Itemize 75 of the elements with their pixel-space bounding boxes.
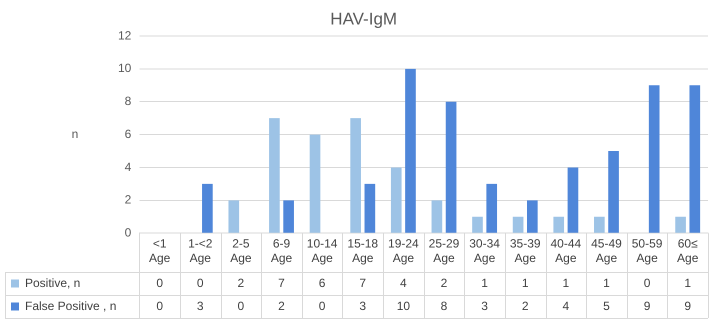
bar [568,167,578,233]
legend-label: False Positive , n [25,298,116,313]
bar [675,216,686,233]
data-label: 0 [196,276,204,290]
data-label: 3 [481,298,488,313]
x-tick-label: 25-29 Age [428,236,460,266]
bar [512,216,524,233]
data-label: 2 [440,276,448,290]
data-label: 5 [603,298,610,313]
data-label: 1 [522,276,529,290]
bar [486,184,498,233]
bar [405,68,416,233]
data-label: 9 [644,298,651,313]
bar [446,102,456,233]
bar [526,200,538,233]
data-label: 0 [156,298,164,313]
data-label: 1 [603,276,610,290]
y-tick-label: 8 [124,94,132,108]
data-label: 3 [359,298,366,313]
bar [553,216,564,233]
bar [283,200,294,233]
x-tick-label: 15-18 Age [347,236,378,266]
x-tick-label: 6-9 Age [270,236,293,266]
y-tick-label: 10 [118,61,132,76]
y-tick-label: 4 [124,160,132,174]
bar [202,184,213,233]
data-label: 1 [481,276,488,290]
data-label: 8 [440,298,448,313]
bar [689,85,700,233]
data-label: 9 [684,298,692,313]
y-tick-label: 12 [118,28,132,42]
data-label: 0 [318,298,326,313]
data-label: 0 [238,298,245,313]
y-tick-label: 6 [124,126,132,141]
data-label: 2 [522,298,529,313]
bar [228,200,240,233]
y-tick-label: 2 [124,192,132,207]
x-tick-label: 35-39 Age [510,236,541,266]
x-tick-label: 10-14 Age [306,236,338,266]
bar [594,216,605,233]
bar [350,118,361,233]
x-tick-label: 60≤ Age [677,236,699,266]
data-label: 1 [562,276,570,290]
legend-label: Positive, n [25,276,80,290]
data-label: 2 [238,276,245,290]
x-tick-label: <1 Age [148,236,171,266]
data-label: 0 [644,276,651,290]
data-label: 1 [684,276,692,290]
data-label: 4 [400,276,408,290]
y-axis-title: n [72,126,78,141]
x-tick-label: 30-34 Age [469,236,500,266]
data-label: 2 [278,298,286,313]
bar [390,167,402,233]
x-tick-label: 19-24 Age [388,236,420,266]
y-tick-label: 0 [124,226,132,240]
bar [648,85,660,233]
bar [364,184,376,233]
data-label: 6 [318,276,326,290]
x-tick-label: 40-44 Age [550,236,582,266]
data-label: 10 [396,298,410,313]
data-label: 0 [156,276,164,290]
chart-title: HAV-IgM [330,10,398,29]
x-tick-label: 2-5 Age [230,236,252,266]
x-tick-label: 1-<2 Age [188,236,213,266]
x-tick-label: 50-59 Age [632,236,663,266]
bar [608,151,619,233]
data-label: 3 [196,298,204,313]
data-label: 7 [359,276,366,290]
x-tick-label: 45-49 Age [591,236,622,266]
bar [310,134,320,233]
data-label: 4 [562,298,570,313]
bar [269,118,280,233]
bar [432,200,442,233]
bar [472,216,483,233]
data-label: 7 [278,276,286,290]
